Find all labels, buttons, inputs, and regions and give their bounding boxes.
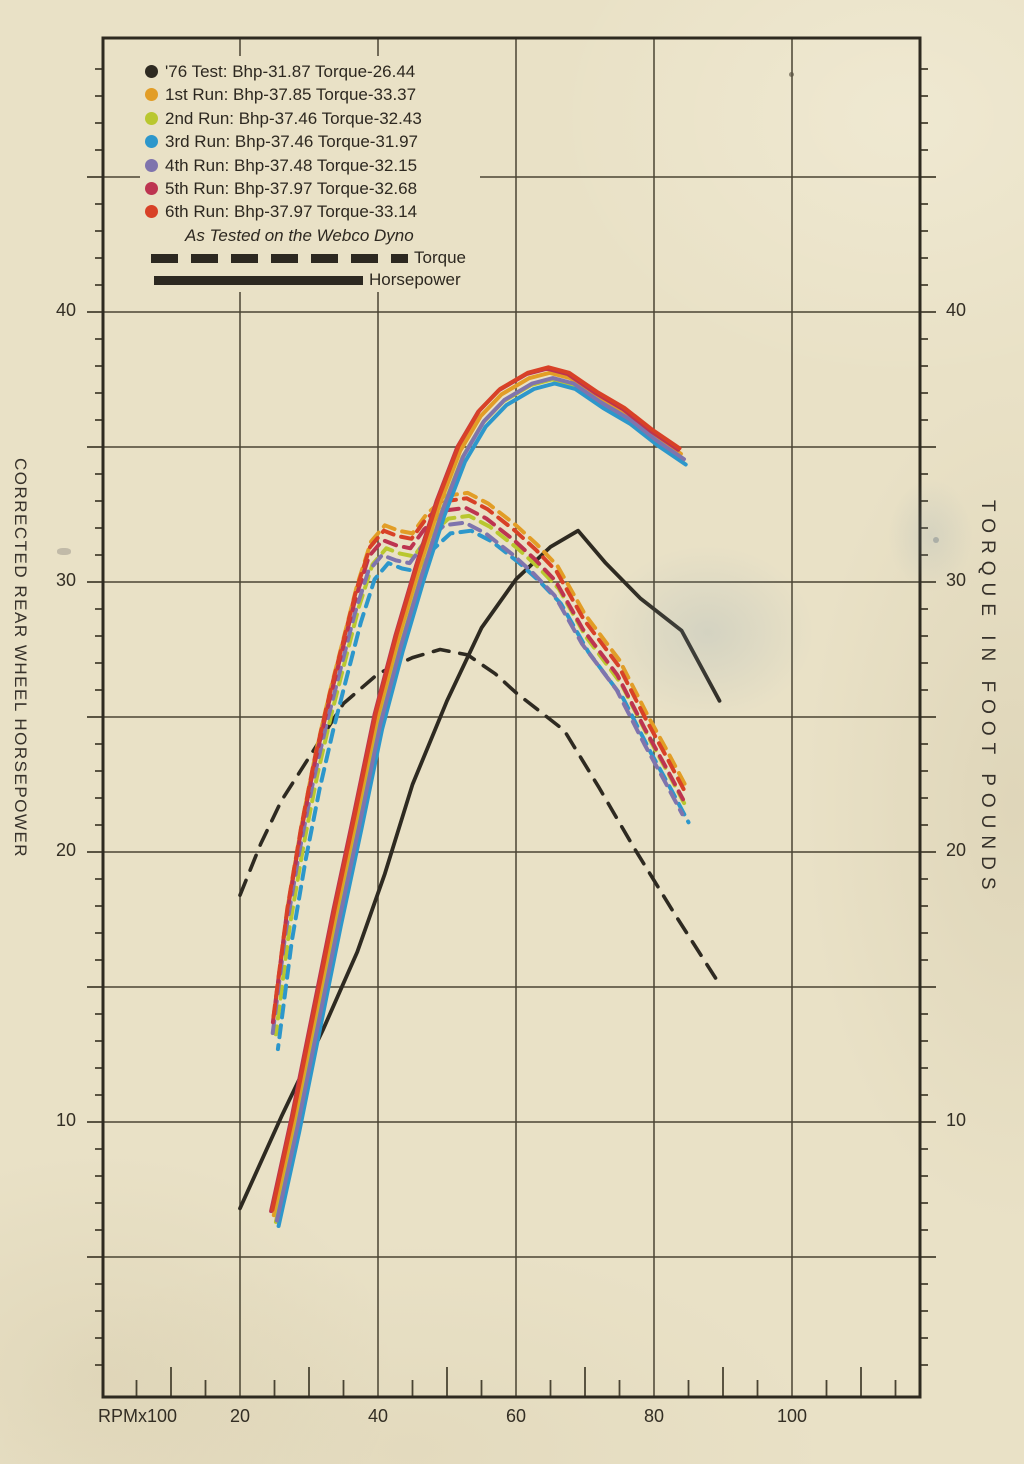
- legend-label-run-2: 2nd Run: Bhp-37.46 Torque-32.43: [165, 108, 422, 128]
- legend-dot-run-5: [145, 181, 158, 195]
- legend: '76 Test: Bhp-31.87 Torque-26.44 1st Run…: [140, 56, 480, 292]
- x-tick-20: 20: [229, 1406, 251, 1426]
- x-tick-40: 40: [367, 1406, 389, 1426]
- y-left-tick-40: 40: [55, 300, 76, 320]
- legend-row-run-1: 1st Run: Bhp-37.85 Torque-33.37: [145, 83, 480, 106]
- legend-dot-run-3: [145, 135, 158, 149]
- y-right-tick-20: 20: [946, 840, 967, 860]
- legend-label-run-3: 3rd Run: Bhp-37.46 Torque-31.97: [165, 132, 418, 152]
- y-left-tick-20: 20: [55, 840, 76, 860]
- grid-lines: [87, 38, 936, 1397]
- legend-row-run-5: 5th Run: Bhp-37.97 Torque-32.68: [145, 177, 480, 200]
- legend-label-run-6: 6th Run: Bhp-37.97 Torque-33.14: [165, 202, 418, 222]
- y-axis-title-left: CORRECTED REAR WHEEL HORSEPOWER: [11, 458, 30, 859]
- y-right-tick-10: 10: [946, 1110, 967, 1130]
- legend-label-run-1: 1st Run: Bhp-37.85 Torque-33.37: [165, 85, 417, 105]
- legend-dot-run-6: [145, 205, 158, 219]
- x-tick-60: 60: [505, 1406, 527, 1426]
- legend-note: As Tested on the Webco Dyno: [185, 225, 414, 245]
- legend-label-run-4: 4th Run: Bhp-37.48 Torque-32.15: [165, 155, 418, 175]
- legend-label-76-test: '76 Test: Bhp-31.87 Torque-26.44: [165, 62, 416, 81]
- y-right-tick-40: 40: [946, 300, 967, 320]
- scan-speck: [57, 548, 71, 555]
- legend-row-76-test: '76 Test: Bhp-31.87 Torque-26.44: [145, 60, 480, 83]
- legend-dot-run-2: [145, 111, 158, 125]
- solid-line-sample: [154, 275, 363, 285]
- y-left-tick-30: 30: [55, 570, 76, 590]
- x-axis-label: RPMx100: [98, 1406, 178, 1426]
- legend-row-run-6: 6th Run: Bhp-37.97 Torque-33.14: [145, 200, 480, 223]
- y-left-tick-10: 10: [55, 1110, 76, 1130]
- scan-speck: [933, 537, 939, 543]
- legend-dot-run-1: [145, 88, 158, 102]
- y-axis-title-right: TORQUE IN FOOT POUNDS: [977, 500, 998, 897]
- legend-dot-76-test: [145, 65, 158, 78]
- legend-row-run-2: 2nd Run: Bhp-37.46 Torque-32.43: [145, 107, 480, 130]
- torque-key-label: Torque: [414, 248, 466, 268]
- x-tick-80: 80: [643, 1406, 665, 1426]
- legend-label-run-5: 5th Run: Bhp-37.97 Torque-32.68: [165, 178, 418, 198]
- legend-row-run-3: 3rd Run: Bhp-37.46 Torque-31.97: [145, 130, 480, 153]
- horsepower-key-label: Horsepower: [369, 270, 461, 290]
- scan-speck: [789, 72, 794, 77]
- y-right-tick-30: 30: [946, 570, 967, 590]
- curves: [238, 365, 722, 1228]
- dashed-line-sample: [151, 253, 408, 263]
- legend-row-run-4: 4th Run: Bhp-37.48 Torque-32.15: [145, 154, 480, 177]
- legend-dot-run-4: [145, 158, 158, 172]
- legend-paper-patch: [140, 56, 480, 292]
- legend-key-torque: Torque: [145, 247, 480, 269]
- legend-key-horsepower: Horsepower: [145, 269, 480, 291]
- x-tick-100: 100: [776, 1406, 808, 1426]
- plot-border: [101, 36, 922, 1399]
